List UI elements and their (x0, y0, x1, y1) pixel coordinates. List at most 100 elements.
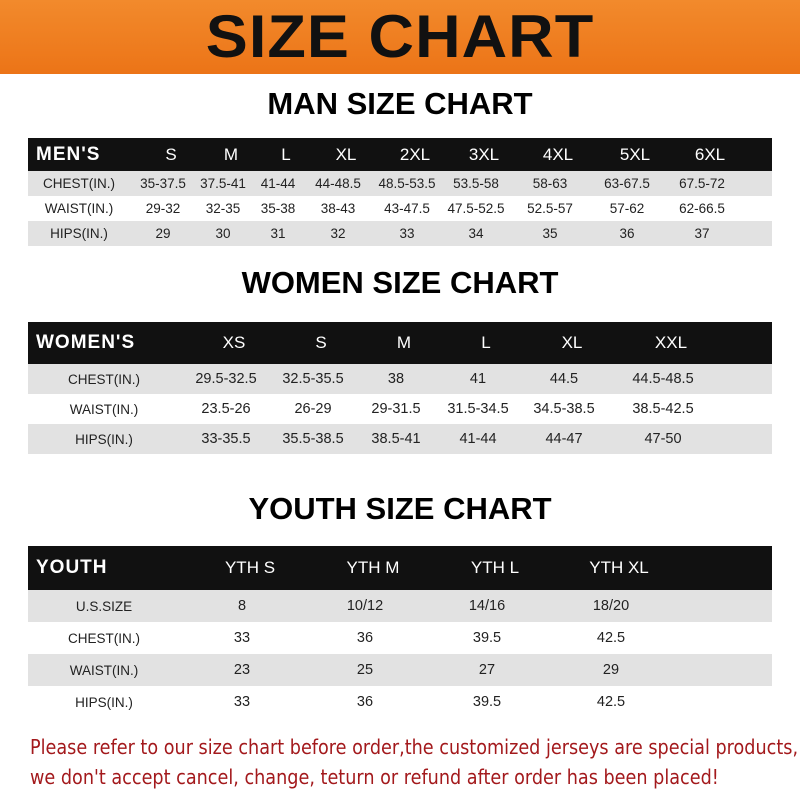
row-label: MEN'S (36, 143, 101, 165)
cell: 39.5 (472, 630, 502, 646)
cell: 34 (468, 226, 484, 241)
cell: M (223, 144, 239, 164)
cell: 47.5-52.5 (447, 201, 505, 216)
cell: 38-43 (320, 201, 356, 216)
table-row: HIPS(IN.) 29 30 31 32 33 34 35 36 37 (28, 221, 772, 246)
cell: L (281, 144, 291, 164)
cell: 35-37.5 (140, 176, 186, 191)
cell: 33-35.5 (201, 431, 251, 447)
cell: 36 (619, 226, 635, 241)
cell: 41-44 (260, 176, 296, 191)
table-row: CHEST(IN.) 33 36 39.5 42.5 (28, 622, 772, 654)
cell: 8 (237, 598, 247, 614)
youth-size-table: YOUTH YTH S YTH M YTH L YTH XL U.S.SIZE 8 10/12… (28, 546, 772, 718)
cell: 33 (233, 630, 251, 646)
row-label: CHEST(IN.) (68, 630, 140, 646)
cell: XXL (654, 333, 688, 352)
row-label: WOMEN'S (36, 332, 136, 353)
men-chart-title: MAN SIZE CHART (267, 86, 533, 121)
cell: 31 (270, 226, 286, 241)
cell: 33 (233, 694, 251, 710)
notice-line-2: we don't accept cancel, change, teturn o… (30, 765, 719, 789)
cell: 26-29 (294, 401, 332, 417)
cell: 23.5-26 (201, 401, 251, 417)
cell: 38.5-41 (371, 431, 421, 447)
cell: 37.5-41 (200, 176, 246, 191)
cell: 44-48.5 (315, 176, 361, 191)
cell: YTH L (470, 558, 520, 577)
cell: 44.5-48.5 (632, 371, 694, 387)
cell: 29-32 (145, 201, 181, 216)
table-row: U.S.SIZE 8 10/12 14/16 18/20 (28, 590, 772, 622)
header-row: WOMEN'S XS S M L XL XXL (28, 322, 772, 364)
row-label: YOUTH (36, 557, 108, 578)
cell: 25 (356, 662, 374, 678)
cell: 36 (356, 694, 374, 710)
cell: 34.5-38.5 (533, 401, 595, 417)
cell: 32 (330, 226, 346, 241)
cell: 35 (542, 226, 558, 241)
cell: 37 (694, 226, 710, 241)
cell: YTH M (346, 558, 400, 577)
cell: 48.5-53.5 (378, 176, 436, 191)
cell: 63-67.5 (604, 176, 650, 191)
table-row: WAIST(IN.) 23 25 27 29 (28, 654, 772, 686)
cell: L (481, 333, 491, 352)
row-label: WAIST(IN.) (69, 401, 139, 417)
women-size-table: WOMEN'S XS S M L XL XXL CHEST(IN.) 29.5-32.5 32.5… (28, 322, 772, 454)
cell: XS (222, 333, 246, 352)
cell: 6XL (694, 144, 726, 164)
cell: 41 (469, 371, 487, 387)
cell: 10/12 (346, 598, 384, 614)
table-row: WAIST(IN.) 23.5-26 26-29 29-31.5 31.5-34.5 34… (28, 394, 772, 424)
youth-chart-title: YOUTH SIZE CHART (248, 491, 552, 526)
table-row: HIPS(IN.) 33 36 39.5 42.5 (28, 686, 772, 718)
men-size-table: MEN'S S M L XL 2XL 3XL 4XL 5XL 6XL CHEST(IN.) 35-37… (28, 138, 772, 246)
cell: S (165, 144, 177, 164)
cell: 29.5-32.5 (195, 371, 257, 387)
cell: XL (561, 333, 583, 352)
cell: 42.5 (596, 694, 626, 710)
table-row: CHEST(IN.) 29.5-32.5 32.5-35.5 38 41 44.5 44.5… (28, 364, 772, 394)
cell: 36 (356, 630, 374, 646)
row-label: WAIST(IN.) (44, 201, 114, 216)
row-label: HIPS(IN.) (75, 694, 133, 710)
cell: 4XL (542, 144, 574, 164)
cell: 32.5-35.5 (282, 371, 344, 387)
header-row: MEN'S S M L XL 2XL 3XL 4XL 5XL 6XL (28, 138, 772, 171)
size-chart-banner: SIZE CHART (0, 0, 800, 74)
cell: 27 (478, 662, 496, 678)
cell: 47-50 (644, 431, 682, 447)
cell: 41-44 (459, 431, 497, 447)
cell: 5XL (619, 144, 651, 164)
cell: 44-47 (545, 431, 583, 447)
cell: 42.5 (596, 630, 626, 646)
cell: 44.5 (549, 371, 579, 387)
cell: 35-38 (260, 201, 296, 216)
cell: 29 (155, 226, 171, 241)
cell: 67.5-72 (679, 176, 725, 191)
row-label: CHEST(IN.) (43, 176, 115, 191)
cell: S (315, 333, 327, 352)
cell: 14/16 (468, 598, 506, 614)
cell: YTH S (224, 558, 276, 577)
cell: 38 (387, 371, 405, 387)
cell: 43-47.5 (384, 201, 430, 216)
row-label: CHEST(IN.) (68, 371, 140, 387)
table-row: HIPS(IN.) 33-35.5 35.5-38.5 38.5-41 41-44 44-… (28, 424, 772, 454)
header-row: YOUTH YTH S YTH M YTH L YTH XL (28, 546, 772, 590)
row-label: WAIST(IN.) (69, 662, 139, 678)
cell: 39.5 (472, 694, 502, 710)
cell: 3XL (468, 144, 500, 164)
cell: 57-62 (609, 201, 645, 216)
women-chart-title: WOMEN SIZE CHART (241, 265, 559, 300)
cell: 35.5-38.5 (282, 431, 344, 447)
table-row: WAIST(IN.) 29-32 32-35 35-38 38-43 43-47.5 47.… (28, 196, 772, 221)
cell: 2XL (399, 144, 431, 164)
cell: 38.5-42.5 (632, 401, 694, 417)
banner-title: SIZE CHART (205, 3, 595, 70)
row-label: HIPS(IN.) (50, 226, 108, 241)
cell: 30 (215, 226, 231, 241)
cell: 53.5-58 (453, 176, 499, 191)
cell: 58-63 (532, 176, 568, 191)
